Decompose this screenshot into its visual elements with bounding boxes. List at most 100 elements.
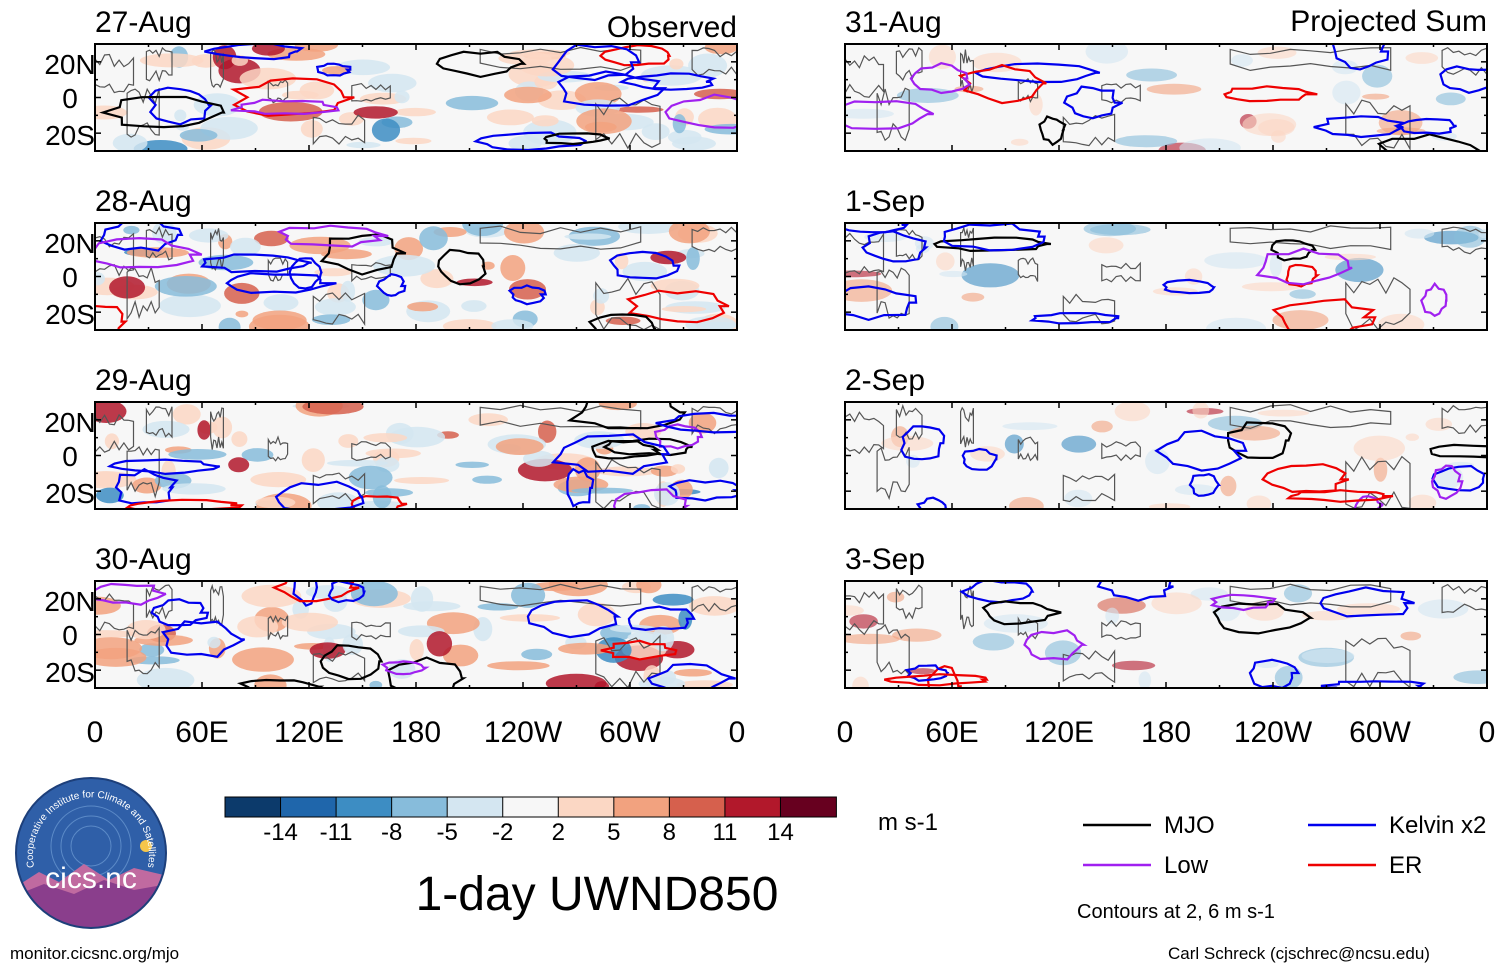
wind-anomaly-blob (523, 450, 555, 467)
wave-contour (95, 236, 203, 269)
panel-date-label: 27-Aug (95, 6, 192, 39)
wind-anomaly-blob (1405, 433, 1420, 441)
wave-contour (566, 402, 687, 430)
coastline (1441, 404, 1487, 435)
panel-date-label: 31-Aug (845, 6, 942, 39)
colorbar: -14 -11 -8 -5 -2 2 5 8 11 14 (224, 796, 837, 846)
lon-label: 60E (925, 716, 978, 749)
colorbar-swatch (724, 796, 782, 818)
wind-anomaly-blob (1353, 435, 1406, 461)
wave-contour (99, 95, 226, 129)
wind-anomaly-blob (112, 133, 148, 151)
coastline (267, 614, 289, 641)
wind-anomaly-blob (142, 420, 190, 438)
colorbar-swatch (668, 796, 726, 818)
lon-label: 120E (274, 716, 344, 749)
wind-anomaly-blob (509, 279, 546, 300)
wave-contour (380, 660, 430, 676)
wind-anomaly-blob (574, 82, 622, 106)
coastline (845, 591, 885, 636)
wind-anomaly-blob (1115, 135, 1178, 148)
wave-contour (1023, 629, 1088, 661)
wind-anomaly-blob (1146, 83, 1202, 95)
wind-anomaly-blob (420, 269, 454, 289)
wave-contour (550, 433, 671, 475)
wind-anomaly-blob (207, 636, 221, 649)
wind-anomaly-blob (239, 67, 297, 90)
wind-anomaly-blob (1228, 425, 1281, 441)
coastline (312, 472, 366, 505)
coastline (960, 585, 974, 630)
wind-anomaly-blob (299, 81, 335, 100)
wind-anomaly-blob (1220, 475, 1237, 497)
lat-label: 20N (44, 586, 95, 617)
coastline (312, 651, 366, 684)
wave-contour (961, 447, 998, 471)
wind-anomaly-blob (1114, 402, 1151, 422)
wind-anomaly-blob (346, 141, 381, 149)
wind-anomaly-blob (704, 44, 737, 55)
wave-contour (160, 620, 246, 658)
wind-anomaly-blob (394, 90, 410, 104)
wind-anomaly-blob (371, 118, 401, 142)
wave-contour (653, 423, 704, 450)
wind-anomaly-blob (362, 289, 390, 311)
wind-anomaly-blob (1435, 92, 1466, 106)
footer-url[interactable]: monitor.cicsnc.org/mjo (10, 944, 180, 963)
wave-contour (437, 248, 487, 286)
coastline (479, 583, 642, 607)
lat-label: 0 (62, 620, 78, 651)
wave-contour (386, 656, 468, 688)
wave-contour (472, 131, 587, 151)
coastline (1345, 99, 1411, 151)
wind-anomaly-blob (1453, 670, 1487, 684)
colorbar-tick-label: -5 (437, 819, 458, 846)
coastline (1229, 47, 1392, 72)
wind-anomaly-blob (510, 582, 546, 608)
wind-anomaly-blob (596, 466, 658, 477)
wave-contour (646, 662, 736, 688)
wind-anomaly-blob (1283, 584, 1313, 603)
map-field (95, 402, 737, 509)
wind-anomaly-blob (668, 223, 710, 244)
wind-anomaly-blob (394, 107, 436, 117)
wind-anomaly-blob (1091, 420, 1113, 433)
wind-anomaly-blob (254, 674, 287, 688)
wind-anomaly-blob (159, 294, 221, 318)
colorbar-swatch (280, 796, 337, 818)
colorbar-swatch (557, 796, 615, 818)
wind-anomaly-blob (564, 233, 612, 240)
wind-anomaly-blob (462, 223, 504, 236)
coastline (691, 405, 737, 436)
wind-anomaly-blob (442, 319, 497, 330)
wind-anomaly-blob (212, 416, 233, 439)
wave-contour (147, 86, 215, 126)
wind-anomaly-blob (353, 106, 398, 119)
lon-label: 0 (729, 716, 746, 749)
wind-anomaly-blob (593, 288, 610, 304)
wave-contour (1096, 581, 1174, 602)
wave-contour (1227, 421, 1293, 459)
wave-contour (845, 223, 910, 234)
wave-contour (860, 230, 929, 263)
wind-anomaly-blob (442, 644, 479, 667)
wind-anomaly-blob (481, 261, 495, 270)
coastline (145, 46, 173, 83)
wave-contour (1439, 65, 1487, 94)
wave-contour (915, 496, 948, 509)
wave-contour (507, 284, 548, 306)
wind-anomaly-blob (1453, 225, 1487, 248)
wind-anomaly-blob (495, 438, 544, 455)
wind-anomaly-blob (1400, 631, 1422, 641)
wave-contour (1431, 464, 1486, 492)
column-title: Projected Sum (1290, 5, 1487, 38)
wind-anomaly-blob (1274, 665, 1303, 688)
lat-label: 20N (44, 49, 95, 80)
wind-anomaly-blob (498, 51, 552, 65)
wind-anomaly-blob (1337, 603, 1400, 615)
wind-anomaly-blob (852, 676, 869, 688)
coastline (210, 407, 224, 450)
wave-contour (1255, 247, 1353, 286)
colorbar-tick-label: 8 (663, 819, 676, 846)
